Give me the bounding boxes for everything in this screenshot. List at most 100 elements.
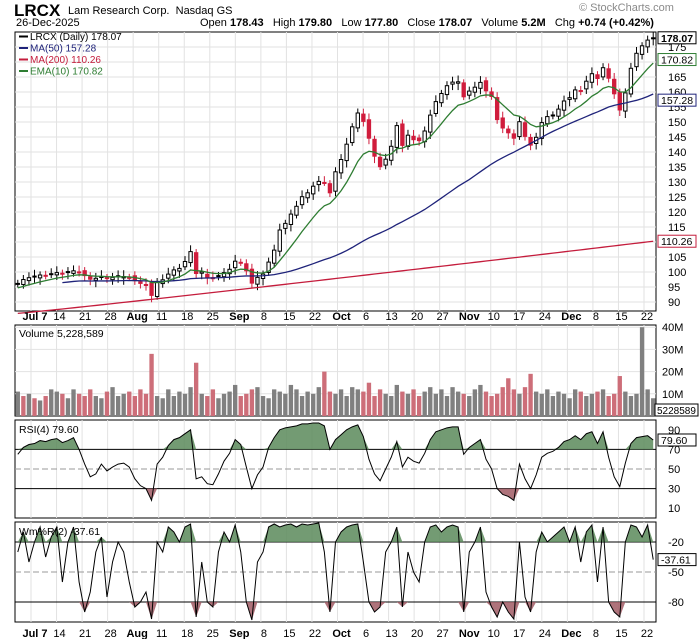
price-candle bbox=[110, 276, 115, 281]
price-candle bbox=[522, 122, 528, 137]
rsi-y-tick: 10 bbox=[668, 503, 680, 515]
x-axis-label: 8 bbox=[593, 311, 599, 323]
price-candle bbox=[244, 263, 249, 272]
price-candle bbox=[299, 196, 305, 206]
x-axis-label: 18 bbox=[181, 311, 193, 323]
volume-y-tick: 40M bbox=[662, 322, 683, 334]
price-candle bbox=[15, 282, 20, 285]
price-candle bbox=[361, 113, 366, 122]
williams-r-y-tick: -20 bbox=[668, 537, 684, 549]
volume-bar bbox=[455, 391, 461, 416]
price-candle bbox=[88, 276, 93, 280]
price-candle bbox=[305, 192, 310, 199]
williams-r-oversold-fill bbox=[17, 602, 654, 620]
volume-bar bbox=[433, 393, 439, 416]
volume-bar bbox=[160, 398, 165, 416]
volume-bar bbox=[584, 396, 589, 416]
volume-bar bbox=[221, 393, 227, 416]
price-candle bbox=[494, 97, 500, 121]
price-y-tick: 135 bbox=[668, 162, 686, 174]
volume-bar bbox=[132, 396, 138, 416]
price-candle bbox=[232, 260, 238, 269]
volume-bar bbox=[121, 393, 126, 416]
price-candle bbox=[49, 273, 54, 276]
volume-bar bbox=[244, 393, 249, 416]
x-axis-label: 22 bbox=[309, 628, 321, 639]
volume-bar bbox=[327, 391, 333, 416]
price-candle bbox=[311, 185, 316, 195]
price-y-tick: 130 bbox=[668, 177, 686, 189]
price-candle bbox=[617, 91, 622, 111]
rsi-y-tick: 30 bbox=[668, 484, 680, 496]
volume-bar bbox=[26, 393, 32, 416]
price-candle bbox=[578, 90, 583, 92]
rsi-last-box bbox=[657, 433, 697, 447]
volume-bar bbox=[65, 398, 71, 416]
price-candle bbox=[333, 171, 338, 192]
x-axis-label: Aug bbox=[126, 628, 147, 639]
price-candle bbox=[500, 117, 505, 129]
volume-bar bbox=[115, 396, 121, 416]
x-axis-label: 20 bbox=[411, 311, 423, 323]
volume-bar bbox=[422, 391, 427, 416]
x-axis-label: 13 bbox=[385, 311, 397, 323]
volume-bar bbox=[511, 389, 517, 416]
volume-bar bbox=[305, 391, 310, 416]
ma50-value-tag-box bbox=[657, 93, 697, 107]
price-candle bbox=[461, 82, 466, 98]
volume-bar bbox=[350, 387, 355, 416]
volume-bar bbox=[461, 393, 466, 416]
rsi-y-tick: 50 bbox=[668, 464, 680, 476]
chg-label: Chg bbox=[554, 17, 576, 29]
price-candle bbox=[511, 133, 517, 139]
x-axis-label: 15 bbox=[615, 311, 627, 323]
volume-y-tick: 20M bbox=[662, 367, 683, 379]
volume-bar bbox=[311, 393, 316, 416]
price-candle bbox=[483, 80, 489, 92]
volume-bar bbox=[623, 391, 628, 416]
volume-bar bbox=[506, 378, 511, 416]
price-candle bbox=[350, 126, 355, 144]
volume-bar bbox=[556, 391, 561, 416]
chg-value: +0.74 (+0.42%) bbox=[578, 17, 654, 29]
x-axis-label: Sep bbox=[229, 628, 249, 639]
volume-last-value: 5228589 bbox=[657, 406, 696, 417]
volume-bar bbox=[578, 391, 583, 416]
volume-bar bbox=[416, 396, 422, 416]
price-candle bbox=[405, 134, 411, 147]
ma50-value-tag: 157.28 bbox=[661, 95, 693, 107]
price-candle bbox=[545, 116, 550, 125]
price-candle bbox=[651, 37, 656, 40]
price-candle bbox=[628, 67, 634, 95]
volume-bar bbox=[316, 387, 321, 416]
price-candle bbox=[556, 108, 561, 117]
price-y-tick: 115 bbox=[668, 222, 686, 234]
volume-value: 5.2M bbox=[521, 17, 546, 29]
ticker-symbol: LRCX bbox=[14, 1, 61, 20]
price-candle bbox=[65, 271, 71, 274]
price-candle bbox=[266, 261, 271, 273]
price-candle bbox=[600, 67, 606, 78]
x-axis-label: 8 bbox=[593, 628, 599, 639]
price-candle bbox=[43, 274, 48, 277]
price-candle bbox=[645, 39, 650, 48]
price-candle bbox=[322, 181, 327, 184]
volume-bar bbox=[533, 391, 539, 416]
williams-r-line bbox=[17, 522, 654, 621]
price-candle bbox=[26, 277, 32, 282]
x-axis-label: 11 bbox=[156, 311, 167, 323]
x-axis-label: 27 bbox=[437, 628, 449, 639]
price-y-tick: 150 bbox=[668, 117, 686, 129]
price-candle bbox=[623, 92, 628, 112]
volume-bar bbox=[361, 391, 366, 416]
x-axis-label: 8 bbox=[261, 628, 267, 639]
volume-bar bbox=[428, 387, 433, 416]
volume-bar bbox=[199, 393, 204, 416]
price-candle bbox=[411, 135, 416, 141]
price-y-tick: 100 bbox=[668, 267, 686, 279]
price-y-tick: 90 bbox=[668, 297, 680, 309]
volume-bar bbox=[32, 398, 37, 416]
legend-entry: LRCX (Daily) 178.07 bbox=[30, 32, 122, 43]
volume-bar bbox=[372, 396, 377, 416]
